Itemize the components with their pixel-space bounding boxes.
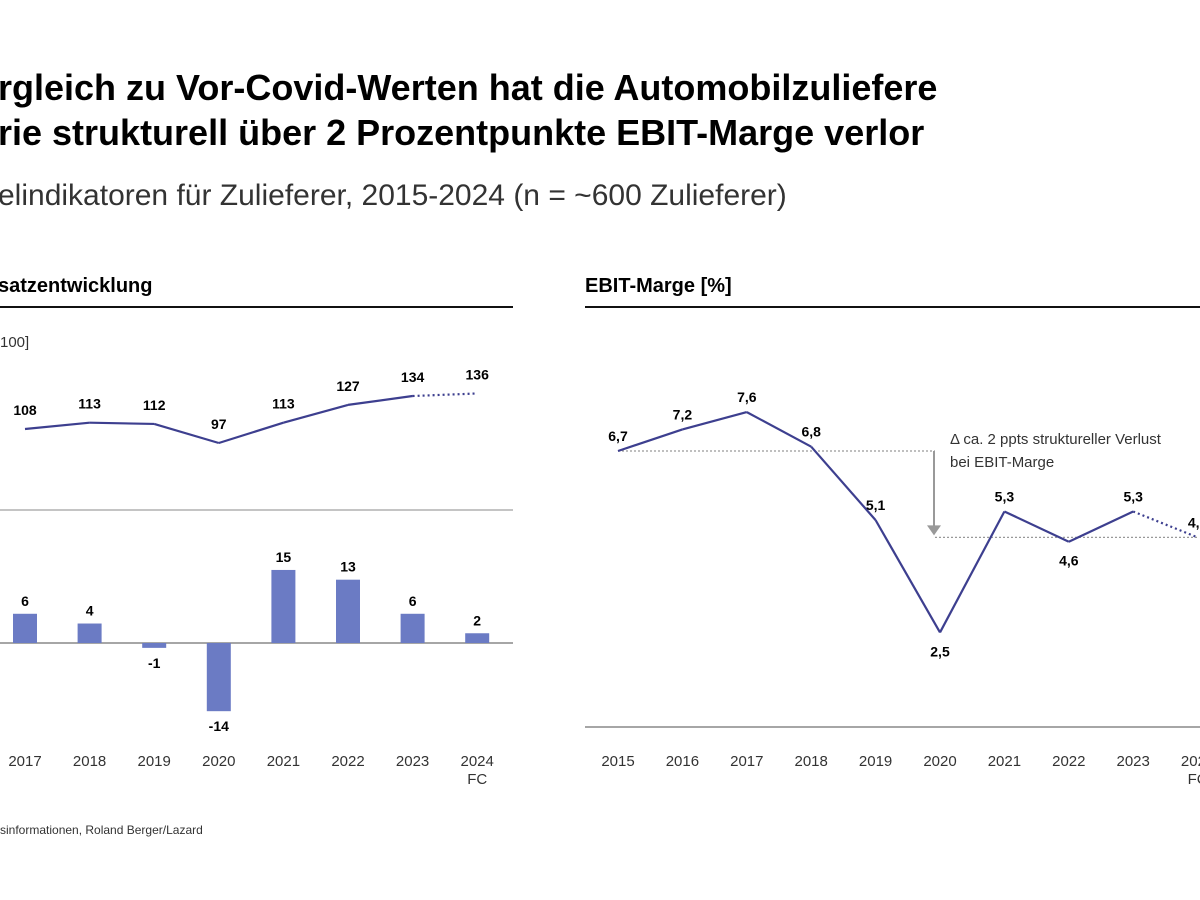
ebit-line-segment <box>1132 510 1199 539</box>
x-tick-label: 2015 <box>601 753 634 770</box>
delta-arrow-icon <box>927 525 941 536</box>
x-tick-label: 2022 <box>331 753 364 770</box>
source-note: sinformationen, Roland Berger/Lazard <box>0 823 203 837</box>
revenue-data-label: 97 <box>211 416 227 432</box>
x-tick-label: 2023 <box>396 753 429 770</box>
growth-bar <box>206 643 231 712</box>
x-tick-label: 2021 <box>267 753 300 770</box>
revenue-line-segment <box>412 392 478 398</box>
x-tick-label: 2016 <box>666 753 699 770</box>
x-tick-label: 2024 <box>461 753 494 770</box>
ebit-data-label: 7,6 <box>737 389 757 405</box>
x-tick-label: 2023 <box>1117 753 1150 770</box>
left-unit-label: 100] <box>0 334 29 351</box>
revenue-line-segment <box>218 421 284 445</box>
ebit-line-segment <box>1068 510 1134 543</box>
ebit-line-segment <box>810 445 877 521</box>
growth-data-label: 6 <box>409 593 417 609</box>
ebit-data-label: 4,6 <box>1059 553 1079 569</box>
ebit-line-segment <box>874 519 941 633</box>
growth-bar <box>142 643 167 648</box>
ebit-line-segment <box>746 411 812 448</box>
x-tick-label: 2019 <box>138 753 171 770</box>
revenue-data-label: 108 <box>13 402 37 418</box>
left-panel-title: satzentwicklung <box>0 275 152 297</box>
x-tick-label: 2017 <box>8 753 41 770</box>
subtitle: elindikatoren für Zulieferer, 2015-2024 … <box>0 179 787 212</box>
growth-bar <box>271 569 296 643</box>
x-tick-label: 2018 <box>795 753 828 770</box>
ebit-line-segment <box>682 411 748 431</box>
ebit-line-segment <box>1003 510 1070 543</box>
revenue-data-label: 113 <box>272 396 295 412</box>
x-tick-label: 2019 <box>859 753 892 770</box>
revenue-line-segment <box>153 422 220 445</box>
x-tick-label: 2020 <box>202 753 235 770</box>
growth-bar <box>400 613 425 643</box>
annotation-line-2: bei EBIT-Marge <box>950 454 1054 471</box>
revenue-data-label: 112 <box>143 397 166 413</box>
growth-bar <box>465 633 490 643</box>
ebit-data-label: 6,7 <box>608 428 628 444</box>
x-tick-label: 2024 <box>1181 753 1200 770</box>
ebit-data-label: 5,3 <box>995 488 1015 504</box>
ebit-data-label: 4,7 <box>1188 514 1200 530</box>
ebit-data-label: 7,2 <box>673 406 693 422</box>
growth-bar <box>336 579 360 643</box>
ebit-data-label: 5,3 <box>1123 488 1143 504</box>
ebit-data-label: 5,1 <box>866 497 886 513</box>
revenue-line-segment <box>89 421 155 426</box>
ebit-line-segment <box>939 510 1006 633</box>
ebit-data-label: 2,5 <box>930 643 950 659</box>
revenue-line-segment <box>24 421 90 431</box>
x-tick-label: 2022 <box>1052 753 1085 770</box>
growth-data-label: 13 <box>340 559 356 575</box>
x-tick-sublabel: FC <box>1188 771 1200 788</box>
growth-data-label: 15 <box>276 549 292 565</box>
growth-data-label: 6 <box>21 593 29 609</box>
growth-bar <box>77 623 102 643</box>
growth-data-label: 2 <box>473 612 481 628</box>
growth-data-label: 4 <box>86 603 94 619</box>
revenue-data-label: 113 <box>78 396 101 412</box>
revenue-line-segment <box>347 394 413 406</box>
right-panel-title: EBIT-Marge [%] <box>585 275 732 297</box>
growth-bar <box>13 613 37 643</box>
x-tick-label: 2020 <box>923 753 956 770</box>
x-tick-sublabel: FC <box>467 771 487 788</box>
ebit-line-segment <box>617 428 683 453</box>
ebit-data-label: 6,8 <box>801 424 821 440</box>
annotation-line-1: Δ ca. 2 ppts struktureller Verlust <box>950 431 1162 448</box>
title-line-2: rie strukturell über 2 Prozentpunkte EBI… <box>0 112 924 153</box>
x-tick-label: 2017 <box>730 753 763 770</box>
growth-data-label: -1 <box>148 655 161 671</box>
revenue-data-label: 127 <box>336 378 360 394</box>
x-tick-label: 2018 <box>73 753 106 770</box>
revenue-line-segment <box>283 403 349 424</box>
revenue-data-label: 136 <box>466 366 490 382</box>
title-line-1: rgleich zu Vor-Covid-Werten hat die Auto… <box>0 67 937 108</box>
growth-data-label: -14 <box>209 718 229 734</box>
revenue-data-label: 134 <box>401 369 425 385</box>
x-tick-label: 2021 <box>988 753 1021 770</box>
